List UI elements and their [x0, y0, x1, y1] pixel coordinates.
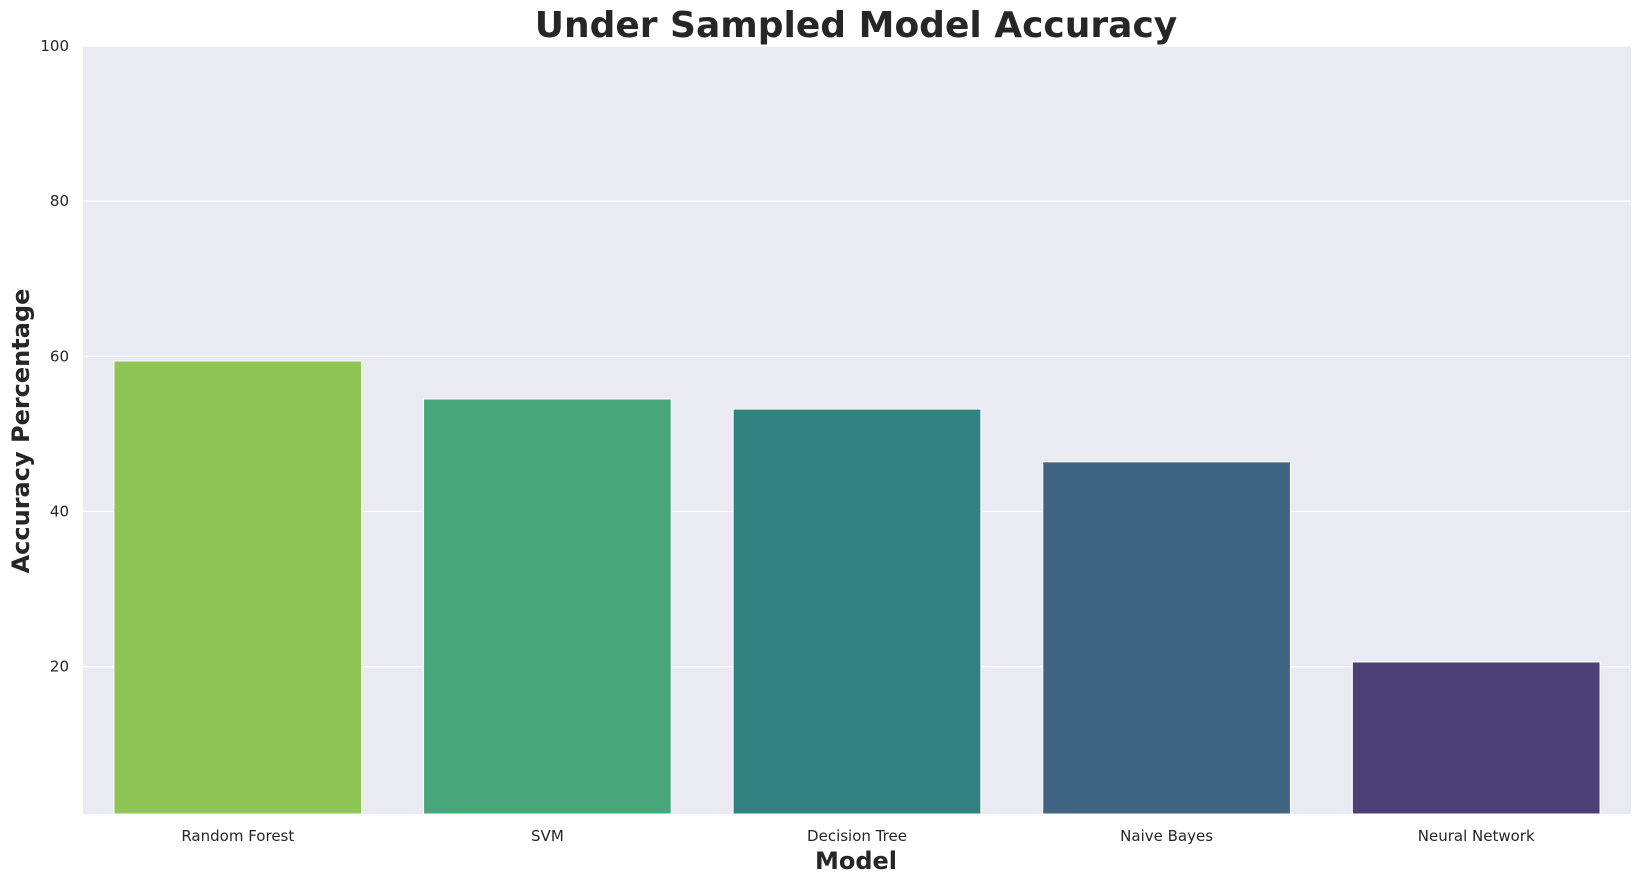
y-tick-label: 60 — [50, 347, 69, 365]
bar-decision-tree — [732, 408, 982, 815]
bars — [113, 360, 1601, 815]
x-tick-label: SVM — [531, 827, 564, 845]
y-tick-label: 100 — [40, 37, 69, 55]
y-tick-label: 40 — [50, 502, 69, 520]
x-tick-label: Naive Bayes — [1120, 827, 1213, 845]
chart-title: Under Sampled Model Accuracy — [535, 5, 1178, 46]
x-axis-ticks: Random Forest SVM Decision Tree Naive Bayes… — [181, 827, 1535, 845]
y-axis-ticks: 20 40 60 80 100 — [40, 37, 69, 676]
y-tick-label: 80 — [50, 192, 69, 210]
bar-random-forest — [113, 360, 363, 815]
x-tick-label: Decision Tree — [807, 827, 907, 845]
y-axis-label: Accuracy Percentage — [7, 289, 35, 574]
x-tick-label: Random Forest — [181, 827, 294, 845]
x-axis-label: Model — [815, 847, 897, 875]
x-tick-label: Neural Network — [1418, 827, 1535, 845]
bar-naive-bayes — [1042, 461, 1291, 815]
bar-neural-network — [1351, 661, 1601, 815]
y-tick-label: 20 — [50, 658, 69, 676]
bar-svm — [423, 398, 672, 815]
